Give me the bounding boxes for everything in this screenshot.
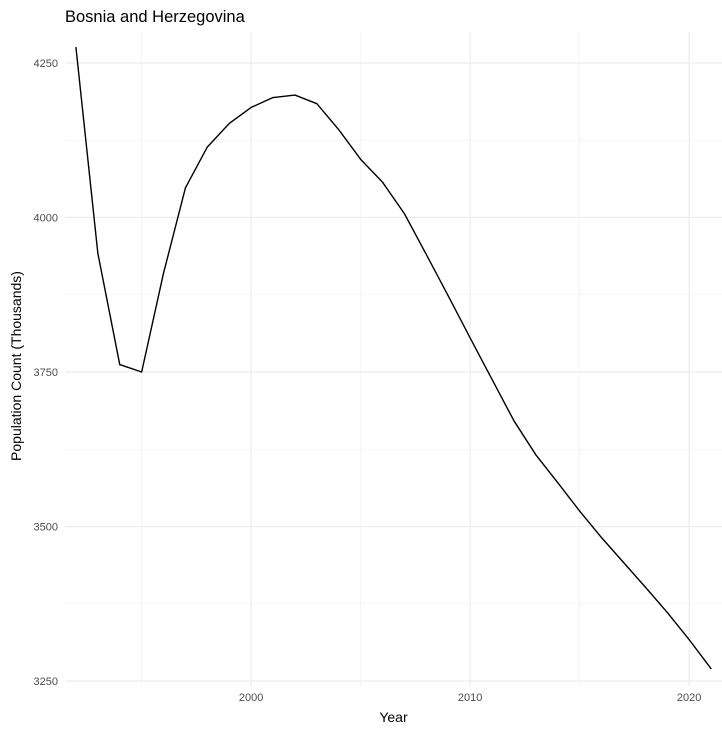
y-tick-label: 3500 (34, 522, 58, 534)
x-axis-title: Year (379, 709, 408, 725)
data-point (75, 46, 77, 49)
data-points (75, 46, 712, 670)
data-point (162, 272, 165, 274)
data-point (338, 129, 340, 131)
chart-title: Bosnia and Herzegovina (65, 8, 245, 26)
y-tick-label: 3250 (34, 676, 58, 688)
data-point (250, 106, 252, 109)
data-point (491, 378, 493, 380)
y-tick-label: 4250 (34, 58, 58, 70)
x-tick-label: 2020 (677, 692, 701, 704)
data-point (272, 96, 274, 99)
data-point (403, 213, 406, 215)
data-point (360, 158, 362, 160)
data-point (119, 363, 121, 366)
data-point (557, 482, 559, 484)
data-point (425, 253, 427, 256)
y-tick-label: 4000 (34, 212, 58, 224)
data-point (513, 420, 515, 422)
data-point (447, 295, 449, 297)
data-point (97, 252, 99, 254)
data-point (381, 181, 384, 183)
data-point (688, 639, 690, 641)
y-tick-label: 3750 (34, 367, 58, 379)
data-point (294, 94, 296, 96)
y-axis-title: Population Count (Thousands) (8, 271, 24, 461)
data-point (644, 586, 646, 588)
series-line-population (75, 47, 712, 670)
data-point (184, 187, 187, 189)
major-gridlines (65, 32, 722, 686)
data-point (141, 371, 143, 373)
data-point (228, 122, 230, 125)
data-point (600, 537, 603, 539)
x-tick-label: 2010 (458, 692, 482, 704)
data-point (579, 510, 581, 512)
data-point (622, 561, 625, 563)
x-tick-labels: 2000 2010 2020 (239, 692, 701, 704)
x-tick-label: 2000 (239, 692, 263, 704)
data-point (206, 146, 208, 148)
data-point (666, 611, 668, 614)
y-tick-labels: 3250 3500 3750 4000 4250 (34, 58, 58, 688)
data-point (710, 668, 712, 670)
data-point (535, 454, 537, 456)
minor-gridlines (65, 32, 722, 686)
data-point (469, 337, 471, 339)
data-point (316, 103, 318, 105)
